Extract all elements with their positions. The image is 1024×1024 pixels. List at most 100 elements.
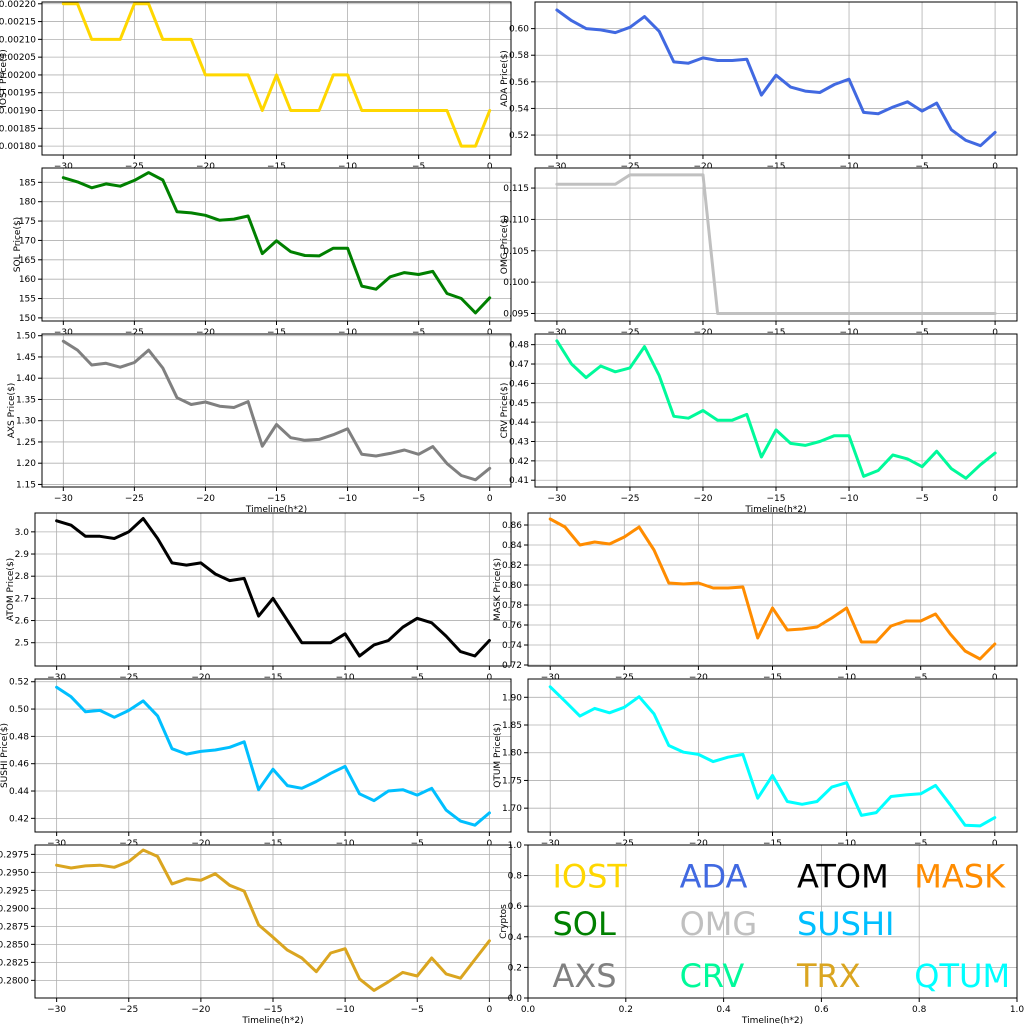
legend-entry: OMG (680, 905, 758, 943)
y-tick-label: 0.54 (509, 104, 529, 114)
y-tick-label: 0.00180 (0, 142, 36, 152)
y-tick-label: 0.00220 (0, 0, 36, 10)
x-tick-label: 1.0 (1010, 1005, 1024, 1015)
y-axis-label: AXS Price($) (7, 383, 17, 439)
y-tick-label: 0.74 (502, 641, 522, 651)
y-tick-label: 0.2950 (0, 868, 29, 878)
y-tick-label: 0.48 (509, 341, 529, 351)
series-line (61, 2, 492, 148)
y-tick-label: 0.100 (503, 278, 529, 288)
y-axis-label: MASK Price($) (493, 558, 503, 621)
x-tick-label: −5 (914, 839, 927, 849)
x-tick-label: −20 (689, 673, 708, 683)
y-tick-label: 0.00200 (0, 71, 36, 81)
series-line (548, 517, 997, 661)
x-tick-label: −10 (338, 328, 357, 338)
y-tick-label: 0.43 (509, 437, 529, 447)
x-tick-label: −10 (336, 1005, 355, 1015)
y-tick-label: 1.15 (16, 480, 36, 490)
x-tick-label: −25 (620, 162, 639, 172)
y-tick-label: 0.76 (502, 621, 522, 631)
x-axis-label: Timeline(h*2) (741, 1016, 803, 1024)
chart-panel-6: −30 −25 −20 −15 −10 −5 0 2.5 2.6 2.7 2.8 2.9 3.0 ATOM… (6, 512, 512, 683)
y-tick-label: 0.52 (509, 131, 529, 141)
y-tick-label: 0.095 (503, 309, 529, 319)
x-tick-label: −5 (412, 162, 425, 172)
y-tick-label: 0.44 (509, 418, 529, 428)
x-tick-label: 0 (992, 839, 998, 849)
x-tick-label: −5 (411, 673, 424, 683)
y-tick-label: 0.2900 (0, 904, 29, 914)
x-tick-label: 0 (992, 673, 998, 683)
y-axis-label: OMG Price($) (500, 215, 510, 274)
y-tick-label: 2.9 (15, 550, 30, 560)
x-tick-label: 0.2 (619, 1005, 633, 1015)
y-tick-label: 0.00185 (0, 124, 36, 134)
y-tick-label: 0.2925 (0, 886, 29, 896)
legend-entry: SUSHI (797, 905, 895, 943)
series-line (61, 339, 492, 482)
y-tick-label: 0.6 (508, 902, 523, 912)
y-tick-label: 0.8 (508, 872, 523, 882)
chart-panel-4: −30 −25 −20 −15 −10 −5 0 1.15 1.20 1.25 1.30 1.35 1.… (7, 332, 512, 515)
y-tick-label: 1.45 (16, 353, 36, 363)
x-tick-label: −10 (840, 494, 859, 504)
y-tick-label: 150 (19, 314, 36, 324)
x-tick-label: −20 (196, 494, 215, 504)
y-tick-label: 2.5 (15, 639, 29, 649)
y-axis-label: ADA Price($) (500, 50, 510, 107)
y-tick-label: 1.70 (502, 804, 522, 814)
y-tick-label: 1.35 (16, 395, 36, 405)
x-tick-label: −30 (47, 839, 66, 849)
y-axis-label: SUSHI Price($) (0, 723, 10, 788)
y-tick-label: 0.47 (509, 360, 529, 370)
series-line (548, 685, 997, 828)
y-tick-label: 0.2 (508, 963, 522, 973)
y-tick-label: 0.110 (503, 215, 529, 225)
y-tick-label: 0.46 (509, 379, 529, 389)
y-tick-label: 0.52 (9, 678, 29, 688)
y-tick-label: 0.00215 (0, 18, 36, 28)
y-tick-label: 0.80 (502, 581, 522, 591)
x-tick-label: −25 (125, 162, 144, 172)
x-tick-label: −15 (267, 328, 286, 338)
plot-area (528, 845, 1017, 998)
x-tick-label: −30 (54, 162, 73, 172)
x-tick-label: −15 (767, 328, 786, 338)
y-tick-label: 170 (19, 236, 36, 246)
legend-entry: CRV (680, 957, 745, 995)
x-tick-label: −5 (915, 328, 928, 338)
x-tick-label: −30 (547, 494, 566, 504)
y-tick-label: 0.0 (508, 994, 523, 1004)
x-tick-label: −15 (264, 1005, 283, 1015)
y-tick-label: 1.80 (502, 749, 522, 759)
legend-entry: IOST (552, 858, 627, 896)
x-tick-label: 0.0 (521, 1005, 536, 1015)
y-tick-label: 160 (19, 275, 36, 285)
x-tick-label: −15 (763, 673, 782, 683)
y-tick-label: 180 (19, 198, 36, 208)
x-tick-label: 0 (487, 494, 493, 504)
x-tick-label: −20 (191, 673, 210, 683)
y-tick-label: 0.00210 (0, 35, 36, 45)
x-tick-label: −15 (767, 494, 786, 504)
y-tick-label: 0.2975 (0, 850, 29, 860)
x-tick-label: −10 (840, 162, 859, 172)
x-tick-label: 0.4 (716, 1005, 731, 1015)
x-tick-label: −10 (338, 162, 357, 172)
x-tick-label: 0.8 (912, 1005, 927, 1015)
x-tick-label: −20 (693, 328, 712, 338)
x-tick-label: −5 (412, 494, 425, 504)
x-tick-label: −5 (914, 673, 927, 683)
x-tick-label: −10 (837, 673, 856, 683)
y-tick-label: 0.42 (9, 814, 29, 824)
x-tick-label: −25 (620, 328, 639, 338)
y-tick-label: 0.46 (9, 760, 29, 770)
y-axis-label: SOL Price($) (13, 217, 23, 272)
y-tick-label: 1.0 (508, 841, 523, 851)
y-tick-label: 1.40 (16, 374, 36, 384)
series-line (61, 171, 492, 315)
axes-frame (527, 844, 1018, 999)
chart-panel-10: −30 −25 −20 −15 −10 −5 0 0.2800 0.2825 0.2850 0.28… (0, 844, 512, 1024)
